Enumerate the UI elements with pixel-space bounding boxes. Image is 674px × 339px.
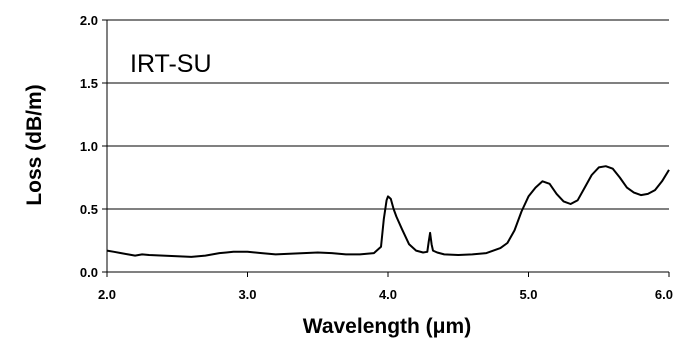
x-tick-labels: 2.0 3.0 4.0 5.0 6.0 (98, 287, 673, 302)
grid-lines (107, 19, 669, 273)
y-tick-label-0: 0.0 (80, 265, 98, 280)
y-tick-labels: 0.0 0.5 1.0 1.5 2.0 (80, 13, 98, 280)
x-tick-label-4: 6.0 (655, 287, 673, 302)
x-tick-label-3: 5.0 (519, 287, 537, 302)
x-tick-label-2: 4.0 (379, 287, 397, 302)
x-axis-title: Wavelength (μm) (303, 315, 471, 338)
axes (102, 19, 670, 277)
x-tick-label-1: 3.0 (238, 287, 256, 302)
y-tick-label-4: 2.0 (80, 13, 98, 28)
y-tick-label-3: 1.5 (80, 76, 98, 91)
y-axis-title: Loss (dB/m) (23, 84, 46, 205)
y-tick-label-2: 1.0 (80, 139, 98, 154)
chart-annotation: IRT-SU (130, 50, 212, 78)
x-tick-label-0: 2.0 (98, 287, 116, 302)
series-group (106, 165, 670, 258)
series-line-0 (106, 165, 670, 258)
y-tick-label-1: 0.5 (80, 202, 98, 217)
